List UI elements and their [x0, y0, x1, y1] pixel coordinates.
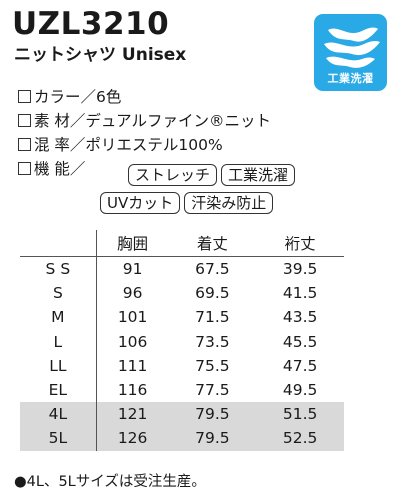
cell-size: S S	[20, 256, 97, 282]
cell-size: 5L	[20, 426, 97, 451]
cell-sleeve: 39.5	[282, 260, 318, 279]
table-row: LL 111 75.5 47.5	[20, 353, 344, 378]
size-table-header: 胸囲 着丈 裄丈	[20, 230, 344, 257]
header-length: 着丈	[168, 230, 257, 257]
checkbox-icon	[18, 114, 31, 127]
spec-function-label: 機 能／	[34, 160, 86, 178]
checkbox-icon	[18, 162, 31, 175]
cell-length: 75.5	[195, 356, 230, 375]
cell-size: M	[20, 305, 97, 330]
cell-size: EL	[20, 377, 97, 403]
product-subtitle: ニットシャツ Unisex	[14, 45, 187, 65]
tag-stretch: ストレッチ	[128, 164, 218, 186]
checkbox-icon	[18, 138, 31, 151]
cell-chest: 126	[96, 426, 169, 451]
product-code: UZL3210	[12, 6, 170, 42]
header-size	[20, 230, 97, 257]
cell-sleeve: 49.5	[282, 381, 318, 400]
cell-chest: 101	[117, 308, 148, 327]
spec-list: カラー／6色 素 材／デュアルファイン®ニット 混 率／ポリエステル100% 機…	[18, 86, 271, 182]
table-row: M 101 71.5 43.5	[20, 305, 344, 330]
tag-uv-cut: UVカット	[100, 192, 181, 214]
cell-chest: 91	[122, 260, 143, 279]
tag-sweat-stain: 汗染み防止	[184, 192, 274, 214]
table-row: 4L 121 79.5 51.5	[20, 402, 344, 427]
table-row: S 96 69.5 41.5	[20, 281, 344, 306]
function-tags-row-1: ストレッチ 工業洗濯	[128, 164, 299, 186]
checkbox-icon	[18, 90, 31, 103]
spec-blend-text: 混 率／ポリエステル100%	[34, 136, 223, 154]
cell-sleeve: 51.5	[256, 402, 344, 427]
spec-blend: 混 率／ポリエステル100%	[18, 134, 271, 158]
cell-length: 77.5	[195, 381, 230, 400]
badge-label: 工業洗濯	[327, 72, 374, 85]
cell-sleeve: 45.5	[282, 332, 318, 351]
header-sleeve: 裄丈	[256, 230, 344, 257]
cell-chest: 116	[117, 381, 148, 400]
table-row: 5L 126 79.5 52.5	[20, 426, 344, 451]
cell-sleeve: 43.5	[282, 308, 318, 327]
cell-chest: 121	[96, 402, 169, 427]
spec-color-text: カラー／6色	[34, 88, 122, 106]
industrial-wash-badge: 工業洗濯	[314, 14, 387, 91]
cell-size: L	[20, 329, 97, 354]
table-row: L 106 73.5 45.5	[20, 329, 344, 354]
cell-chest: 96	[122, 284, 143, 303]
cell-chest: 111	[117, 356, 148, 375]
header-chest: 胸囲	[96, 230, 169, 257]
spec-function: 機 能／	[18, 158, 271, 182]
footnote: ●4L、5Lサイズは受注生産。	[14, 474, 206, 490]
spec-material-text: 素 材／デュアルファイン®ニット	[34, 112, 271, 130]
cell-length: 69.5	[195, 284, 230, 303]
cell-length: 73.5	[195, 332, 230, 351]
spec-color: カラー／6色	[18, 86, 271, 110]
cell-size: 4L	[20, 402, 97, 427]
cell-length: 79.5	[168, 402, 257, 427]
cell-chest: 106	[117, 332, 148, 351]
tag-industrial-wash: 工業洗濯	[221, 164, 296, 186]
wave-icon	[324, 27, 380, 68]
cell-length: 67.5	[195, 260, 230, 279]
cell-length: 79.5	[168, 426, 257, 451]
cell-size: LL	[20, 353, 97, 378]
spec-material: 素 材／デュアルファイン®ニット	[18, 110, 271, 134]
cell-size: S	[20, 281, 97, 306]
cell-sleeve: 41.5	[282, 284, 318, 303]
size-table: 胸囲 着丈 裄丈 S S 91 67.5 39.5 S 96 69.5 41.5 M 101 71.…	[20, 230, 344, 451]
cell-length: 71.5	[195, 308, 230, 327]
cell-sleeve: 47.5	[282, 356, 318, 375]
table-row: S S 91 67.5 39.5	[20, 256, 344, 282]
table-row: EL 116 77.5 49.5	[20, 377, 344, 403]
function-tags-row-2: UVカット 汗染み防止	[100, 192, 277, 214]
cell-sleeve: 52.5	[256, 426, 344, 451]
